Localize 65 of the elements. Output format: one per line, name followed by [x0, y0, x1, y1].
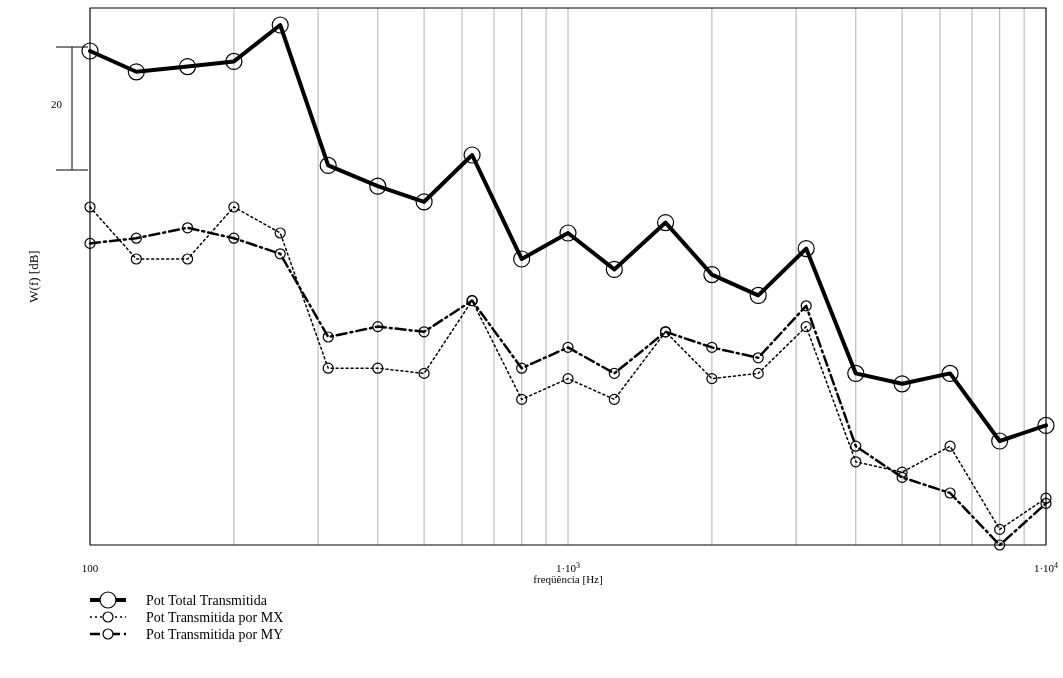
point [800, 321, 812, 333]
point [225, 52, 243, 70]
point [322, 362, 334, 374]
point [944, 440, 956, 452]
x-tick-label: 100 [81, 562, 99, 574]
point [84, 237, 96, 249]
point [944, 487, 956, 499]
point [797, 240, 815, 258]
point [994, 539, 1006, 551]
point [562, 373, 574, 385]
point [228, 232, 240, 244]
point [1040, 497, 1052, 509]
point [703, 266, 721, 284]
legend-label: Pot Transmitida por MY [146, 627, 284, 642]
point [130, 232, 142, 244]
text: 20 [51, 98, 63, 110]
point [800, 300, 812, 312]
x-axis-title: freqüência [Hz] [533, 573, 603, 585]
x-tick-label: 1·10$^{3}$ [555, 560, 581, 574]
point [896, 471, 908, 483]
point [274, 248, 286, 260]
point [372, 321, 384, 333]
point [369, 177, 387, 195]
point [271, 16, 289, 34]
point [513, 250, 531, 268]
point [656, 214, 675, 232]
point [84, 201, 96, 213]
point [850, 440, 862, 452]
point [752, 367, 764, 379]
point [418, 326, 430, 338]
point [893, 375, 911, 393]
point [274, 227, 286, 239]
point [127, 63, 145, 81]
point [896, 466, 908, 478]
point [608, 367, 620, 379]
point [516, 362, 528, 374]
point [562, 341, 574, 353]
point [130, 253, 142, 265]
point [228, 201, 240, 213]
point [605, 260, 623, 278]
point [706, 373, 718, 385]
point [991, 432, 1009, 450]
point [463, 146, 481, 164]
point [941, 364, 959, 382]
point [81, 42, 99, 60]
point [516, 393, 528, 405]
point [850, 456, 862, 468]
point [319, 156, 337, 174]
point [1040, 492, 1052, 504]
point [415, 193, 433, 211]
x-tick-label: 1·10$^{4}$ [1033, 560, 1059, 574]
point [1037, 416, 1055, 434]
point [706, 341, 718, 353]
point [749, 286, 767, 304]
point [372, 362, 384, 374]
point [322, 331, 334, 343]
point [847, 364, 865, 382]
point [608, 393, 620, 405]
point [994, 523, 1006, 535]
point [418, 367, 430, 379]
legend-label: Pot Transmitida por MX [146, 610, 284, 625]
point [752, 352, 764, 364]
point [559, 224, 577, 242]
y-axis-title: W(f) [dB] [26, 250, 41, 303]
legend-label: Pot Total Transmitida [146, 593, 268, 608]
